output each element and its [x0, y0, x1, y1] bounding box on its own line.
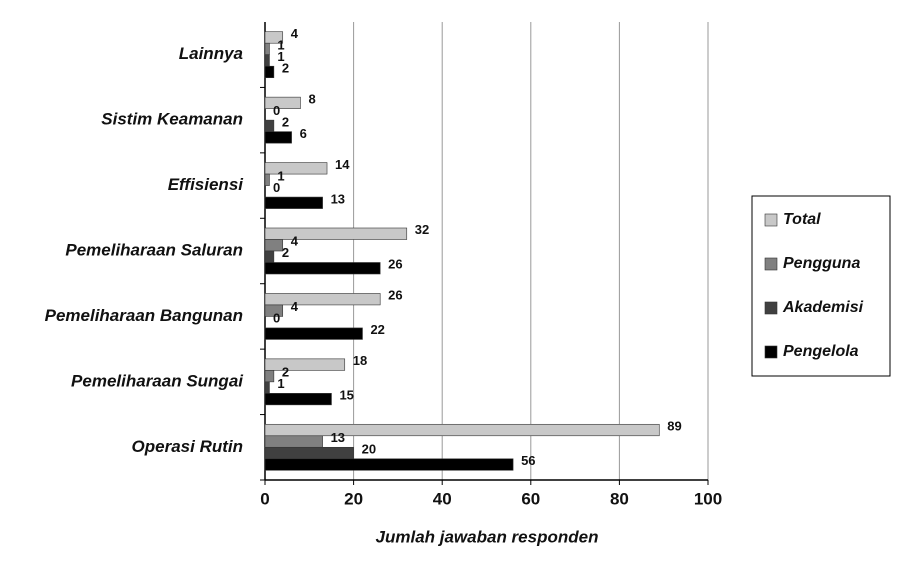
- data-label: 0: [273, 311, 280, 326]
- bar: [264, 227, 408, 240]
- bar: [264, 250, 275, 263]
- bar: [264, 327, 363, 340]
- bar: [264, 131, 292, 144]
- bar: [264, 435, 323, 448]
- bar: [264, 393, 332, 406]
- data-label: 22: [370, 322, 384, 337]
- bar: [264, 262, 381, 275]
- data-label: 0: [273, 180, 280, 195]
- bar: [264, 293, 381, 306]
- bar: [264, 239, 284, 252]
- data-label: 20: [362, 441, 376, 456]
- bar: [264, 358, 346, 371]
- data-label: 1: [277, 376, 284, 391]
- y-tick-label: Operasi Rutin: [132, 437, 243, 456]
- legend-swatch: [764, 345, 778, 359]
- bar: [264, 31, 284, 44]
- data-label: 1: [277, 168, 284, 183]
- data-label: 13: [331, 191, 345, 206]
- data-label: 0: [273, 103, 280, 118]
- bar: [264, 370, 275, 383]
- data-label: 26: [388, 288, 402, 303]
- data-label: 2: [282, 365, 289, 380]
- bar: [264, 65, 275, 79]
- data-label: 18: [353, 353, 367, 368]
- bar: [264, 119, 275, 132]
- bar: [264, 162, 328, 175]
- x-tick-label: 40: [433, 489, 452, 508]
- bar: [264, 446, 354, 460]
- data-label: 4: [291, 299, 299, 314]
- y-tick-label: Pemeliharaan Saluran: [65, 240, 243, 259]
- data-label: 6: [300, 126, 307, 141]
- legend-swatch: [764, 257, 778, 271]
- legend-label: Akademisi: [782, 299, 864, 316]
- bar: [264, 96, 301, 109]
- y-tick-label: Sistim Keamanan: [101, 110, 243, 129]
- data-label: 15: [339, 388, 353, 403]
- x-tick-label: 100: [694, 489, 722, 508]
- x-tick-label: 60: [521, 489, 540, 508]
- legend-label: Pengguna: [783, 255, 860, 272]
- legend-label: Pengelola: [783, 343, 859, 360]
- data-label: 56: [521, 453, 535, 468]
- y-tick-label: Effisiensi: [168, 175, 245, 194]
- data-label: 13: [331, 430, 345, 445]
- bar: [264, 423, 660, 437]
- legend-label: Total: [783, 211, 821, 228]
- bar: [264, 42, 270, 56]
- legend-swatch: [764, 213, 778, 227]
- data-label: 32: [415, 222, 429, 237]
- data-label: 8: [308, 91, 315, 106]
- bar: [264, 458, 514, 471]
- bar: [264, 304, 284, 317]
- x-axis-label: Jumlah jawaban responden: [376, 527, 599, 546]
- y-tick-label: Lainnya: [179, 44, 243, 63]
- legend-swatch: [764, 301, 778, 315]
- x-tick-label: 0: [260, 489, 269, 508]
- data-label: 4: [291, 234, 299, 249]
- data-label: 2: [282, 245, 289, 260]
- data-label: 89: [667, 418, 681, 433]
- y-tick-label: Pemeliharaan Bangunan: [45, 306, 243, 325]
- x-tick-label: 20: [344, 489, 363, 508]
- bar: [264, 54, 270, 67]
- y-tick-label: Pemeliharaan Sungai: [71, 371, 244, 390]
- data-label: 2: [282, 60, 289, 75]
- data-label: 2: [282, 114, 289, 129]
- data-label: 1: [277, 37, 284, 52]
- data-label: 1: [277, 49, 284, 64]
- data-label: 14: [335, 157, 350, 172]
- bar: [264, 381, 270, 394]
- x-tick-label: 80: [610, 489, 629, 508]
- data-label: 4: [291, 26, 299, 41]
- bar: [264, 173, 270, 186]
- bar: [264, 196, 323, 209]
- data-label: 26: [388, 257, 402, 272]
